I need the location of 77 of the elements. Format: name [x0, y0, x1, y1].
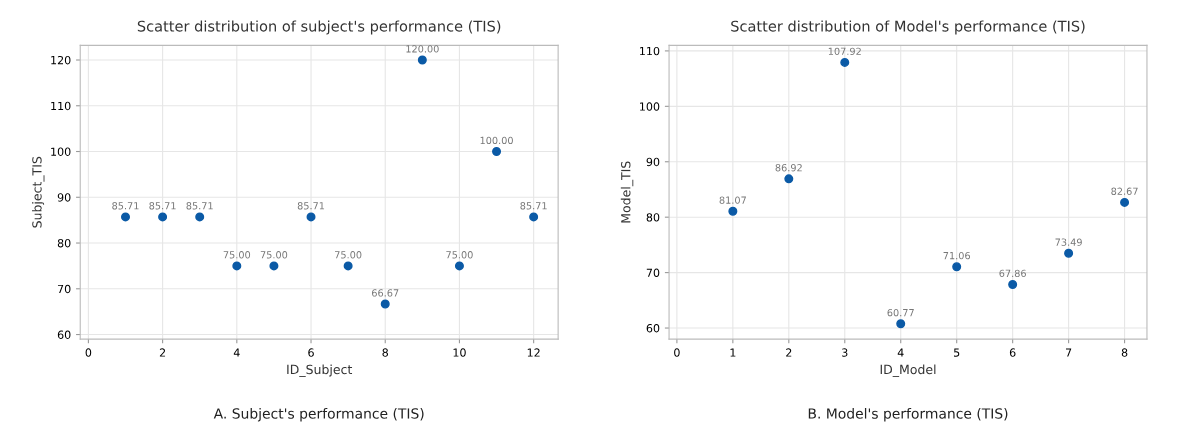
- y-axis-title: Model_TIS: [620, 161, 634, 223]
- point: [840, 57, 850, 67]
- point: [121, 212, 131, 222]
- y-tick-label: 90: [57, 193, 71, 202]
- data-label: 85.71: [149, 202, 176, 210]
- x-axis-title: ID_Subject: [287, 364, 353, 377]
- point: [1064, 248, 1074, 258]
- point: [343, 261, 353, 271]
- point: [195, 212, 205, 222]
- x-tick-label: 4: [233, 348, 240, 357]
- y-tick-label: 80: [57, 239, 71, 248]
- point: [454, 261, 464, 271]
- data-label: 107.92: [828, 47, 861, 55]
- data-label: 75.00: [335, 251, 362, 259]
- point: [306, 212, 316, 222]
- data-label: 85.71: [186, 202, 213, 210]
- point: [1120, 197, 1130, 207]
- x-tick-label: 8: [382, 348, 389, 357]
- data-label: 100.00: [480, 136, 513, 145]
- text: B. Model's performance (TIS): [808, 408, 1008, 422]
- data-label: 66.67: [372, 289, 399, 297]
- x-tick-label: 6: [308, 348, 314, 357]
- x-tick-label: 0: [674, 348, 680, 357]
- data-label: 75.00: [223, 251, 251, 259]
- data-label: 82.67: [1111, 187, 1138, 195]
- x-tick-label: 10: [453, 348, 466, 357]
- data-label: 85.71: [112, 202, 139, 210]
- y-tick-label: 110: [51, 101, 71, 111]
- point: [952, 262, 962, 272]
- point: [158, 212, 168, 222]
- x-tick-label: 4: [897, 348, 904, 357]
- data-label: 75.00: [446, 251, 473, 259]
- data-label: 75.00: [260, 251, 288, 259]
- x-tick-label: 6: [1009, 348, 1016, 357]
- point: [380, 299, 390, 309]
- y-tick-label: 70: [57, 284, 71, 294]
- point: [728, 206, 738, 216]
- point: [896, 319, 906, 329]
- x-tick-label: 0: [85, 348, 92, 357]
- x-tick-label: 8: [1121, 348, 1128, 357]
- y-tick-label: 80: [646, 213, 660, 222]
- text: A. Subject's performance (TIS): [213, 408, 424, 422]
- x-tick-label: 5: [954, 348, 960, 357]
- y-tick-label: 110: [640, 46, 660, 56]
- x-tick-label: 2: [159, 348, 166, 357]
- data-label: 71.06: [943, 251, 970, 260]
- x-tick-label: 2: [786, 348, 792, 357]
- data-label: 73.49: [1055, 238, 1082, 246]
- chart-title: Scatter distribution of Model's performance (TIS): [731, 20, 1085, 35]
- data-label: 86.92: [775, 164, 802, 172]
- y-tick-label: 60: [57, 330, 71, 339]
- y-tick-label: 60: [646, 324, 660, 333]
- y-tick-label: 120: [51, 55, 71, 65]
- point: [529, 212, 539, 222]
- data-label: 85.71: [520, 202, 547, 210]
- data-label: 60.77: [887, 308, 914, 317]
- point: [492, 147, 502, 157]
- data-label: 85.71: [297, 202, 325, 210]
- x-tick-label: 12: [527, 348, 540, 357]
- x-axis-title: ID_Model: [880, 364, 936, 377]
- data-label: 67.86: [999, 269, 1026, 278]
- point: [232, 261, 242, 271]
- y-tick-label: 100: [51, 147, 71, 156]
- point: [269, 261, 279, 271]
- data-label: 81.07: [719, 196, 746, 204]
- y-tick-label: 70: [646, 268, 660, 277]
- y-axis-title: Subject_TIS: [32, 156, 45, 228]
- x-tick-label: 3: [842, 348, 848, 357]
- data-label: 120.00: [406, 45, 439, 53]
- point: [784, 174, 794, 184]
- y-tick-label: 90: [646, 157, 660, 167]
- x-tick-label: 7: [1065, 348, 1072, 357]
- y-tick-label: 100: [640, 102, 660, 111]
- point: [1008, 279, 1018, 289]
- point: [417, 55, 427, 65]
- chart-title: Scatter distribution of subject's performance (TIS): [137, 20, 501, 35]
- x-tick-label: 1: [730, 348, 736, 357]
